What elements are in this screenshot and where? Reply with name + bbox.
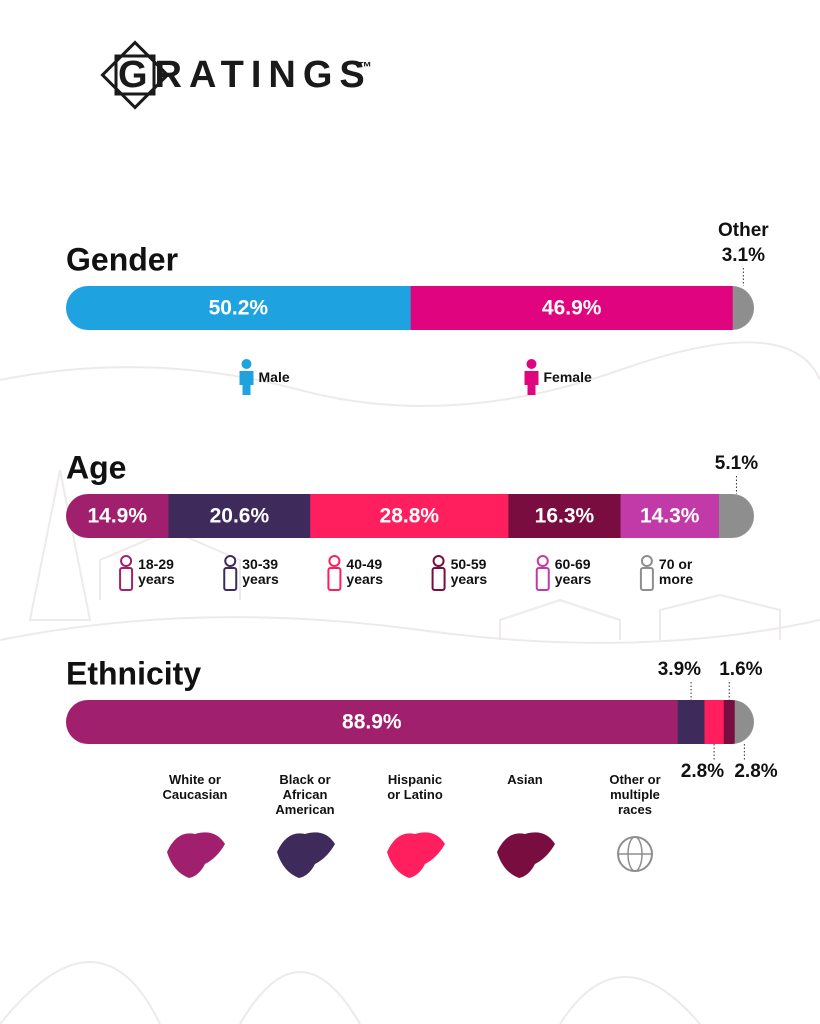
legend-label-box: Female: [543, 369, 592, 385]
legend-label-box: Hispanic or Latino: [387, 772, 443, 802]
bar-segment: [66, 700, 679, 744]
legend-icon: [224, 555, 237, 567]
legend-label: 70 or more: [658, 556, 694, 587]
legend-label: 18-29 years: [138, 556, 175, 587]
bar-segment: [310, 494, 509, 538]
bar: [66, 700, 754, 744]
legend-label: Other or multiple races: [609, 772, 661, 817]
legend-icon: [497, 832, 555, 878]
legend-icon: [387, 832, 445, 878]
legend-label-box: Black or African American: [275, 772, 335, 817]
legend-label-box: 50-59 years: [450, 556, 488, 587]
legend-label: White or Caucasian: [162, 772, 228, 802]
legend-label-box: Asian: [507, 772, 543, 787]
value-label: 46.9%: [542, 297, 602, 320]
bar: [66, 286, 754, 330]
section-title: Ethnicity: [66, 655, 201, 691]
legend-icon: [167, 832, 225, 878]
legend-icon: [524, 371, 539, 395]
legend-icon: [535, 567, 550, 591]
legend-icon: [431, 567, 446, 591]
bar-segment: [508, 494, 622, 538]
bar-segment: [723, 700, 736, 744]
legend-label-box: Male: [258, 369, 290, 385]
logo-mark: ™: [358, 59, 372, 75]
bar-segment: [704, 700, 725, 744]
value-label: 88.9%: [342, 711, 402, 734]
legend-label: 50-59 years: [450, 556, 488, 587]
legend-icon: [526, 359, 537, 369]
legend-label-box: 30-39 years: [242, 556, 279, 587]
legend-label-box: Other or multiple races: [609, 772, 661, 817]
section-title: Gender: [66, 241, 178, 277]
bar-segment: [168, 494, 311, 538]
legend-label-box: 60-69 years: [554, 556, 592, 587]
value-label: 5.1%: [715, 453, 758, 474]
legend-label-box: 70 or more: [658, 556, 694, 587]
bar-segment: [718, 494, 754, 538]
background-sketch: [0, 341, 820, 1024]
bar-segment: [410, 286, 734, 330]
logo-diamond: [100, 40, 170, 110]
value-label: 2.8%: [734, 761, 777, 782]
logo: GRATINGS ™: [100, 40, 372, 110]
legend-label-box: White or Caucasian: [162, 772, 228, 802]
section-title: Age: [66, 449, 126, 485]
bar-segment: [66, 286, 412, 330]
legend-label: Male: [258, 369, 290, 385]
legend-label-box: 40-49 years: [346, 556, 383, 587]
bar: [66, 494, 754, 538]
legend-icon: [328, 555, 341, 567]
legend-icon: [239, 371, 254, 395]
legend-label: 60-69 years: [554, 556, 592, 587]
value-label: 3.9%: [658, 659, 701, 680]
segment-name: Other: [718, 220, 769, 241]
value-label: 28.8%: [380, 505, 440, 528]
legend-icon: [241, 359, 252, 369]
bar-segment: [620, 494, 720, 538]
legend-label: Asian: [507, 772, 543, 787]
bar-segment: [677, 700, 705, 744]
legend-icon: [120, 555, 133, 567]
bar-segment: [66, 494, 170, 538]
legend-icon: [639, 567, 654, 591]
legend-label: Female: [543, 369, 592, 385]
legend-icon: [119, 567, 134, 591]
bar-segment: [734, 700, 754, 744]
legend-label: 40-49 years: [346, 556, 383, 587]
legend-label: 30-39 years: [242, 556, 279, 587]
legend-icon: [223, 567, 238, 591]
legend-label: Hispanic or Latino: [387, 772, 443, 802]
legend-label: Black or African American: [275, 772, 335, 817]
value-label: 20.6%: [210, 505, 270, 528]
value-label: 50.2%: [209, 297, 269, 320]
legend-icon: [432, 555, 445, 567]
legend-icon: [640, 555, 653, 567]
value-label: 3.1%: [722, 245, 765, 266]
bar-segment: [732, 286, 754, 330]
value-label: 2.8%: [681, 761, 724, 782]
logo-text: GRATINGS: [118, 54, 372, 96]
legend-icon: [327, 567, 342, 591]
legend-label-box: 18-29 years: [138, 556, 175, 587]
legend-icon: [277, 832, 335, 878]
logo-square: [114, 54, 156, 96]
value-label: 16.3%: [535, 505, 595, 528]
value-label: 1.6%: [719, 659, 762, 680]
legend-icon: [536, 555, 549, 567]
value-label: 14.3%: [640, 505, 700, 528]
value-label: 14.9%: [87, 505, 147, 528]
